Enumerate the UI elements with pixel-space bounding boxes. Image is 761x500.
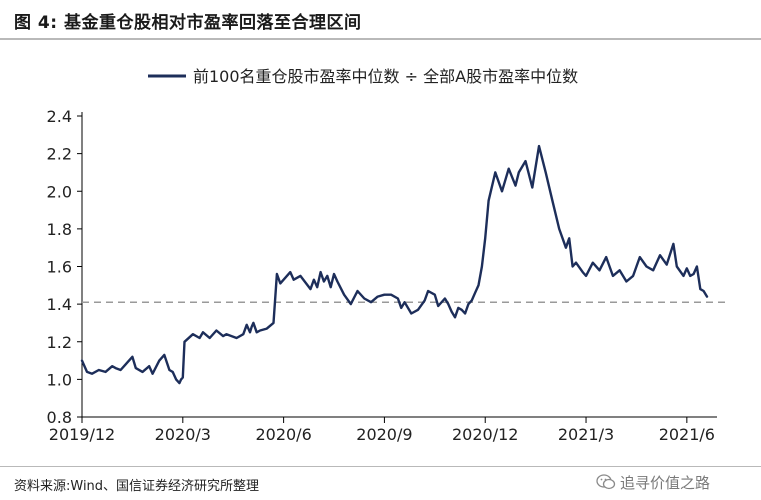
series-layer xyxy=(80,144,709,385)
x-tick-label: 2021/3 xyxy=(558,425,614,444)
series-line xyxy=(80,144,709,385)
y-tick-label: 1.2 xyxy=(47,333,72,352)
x-tick-label: 2020/6 xyxy=(255,425,311,444)
y-tick-label: 1.6 xyxy=(47,258,72,277)
y-tick-label: 2.2 xyxy=(47,145,72,164)
footer: 资料来源:Wind、国信证券经济研究所整理 追寻价值之路 xyxy=(0,466,761,500)
x-tick-label: 2020/12 xyxy=(452,425,518,444)
x-tick-label: 2019/12 xyxy=(49,425,115,444)
figure-title: 图 4: 基金重仓股相对市盈率回落至合理区间 xyxy=(14,13,362,33)
line-chart: 前100名重仓股市盈率中位数 ÷ 全部A股市盈率中位数 0.8 1.0 1.2 1.4… xyxy=(47,67,725,444)
title-bar: 图 4: 基金重仓股相对市盈率回落至合理区间 xyxy=(0,0,761,40)
wechat-icon xyxy=(596,474,616,490)
x-tick-label: 2020/3 xyxy=(155,425,211,444)
y-tick-label: 2.0 xyxy=(47,182,72,201)
x-tick-label: 2020/9 xyxy=(356,425,412,444)
legend: 前100名重仓股市盈率中位数 ÷ 全部A股市盈率中位数 xyxy=(148,67,578,86)
y-tick-label: 1.4 xyxy=(47,295,72,314)
source-note: 资料来源:Wind、国信证券经济研究所整理 xyxy=(14,479,260,494)
y-tick-label: 1.0 xyxy=(47,370,72,389)
watermark-text: 追寻价值之路 xyxy=(620,473,711,492)
legend-label: 前100名重仓股市盈率中位数 ÷ 全部A股市盈率中位数 xyxy=(193,67,578,86)
x-axis: 2019/12 2020/3 2020/6 2020/9 2020/12 2021/3 20… xyxy=(49,416,717,444)
y-tick-label: 0.8 xyxy=(47,408,72,427)
y-tick-label: 1.8 xyxy=(47,220,72,239)
watermark: 追寻价值之路 xyxy=(596,471,711,493)
y-axis: 0.8 1.0 1.2 1.4 1.6 1.8 2.0 2.2 2.4 xyxy=(47,107,83,427)
y-tick-label: 2.4 xyxy=(47,107,72,126)
x-tick-label: 2021/6 xyxy=(659,425,715,444)
